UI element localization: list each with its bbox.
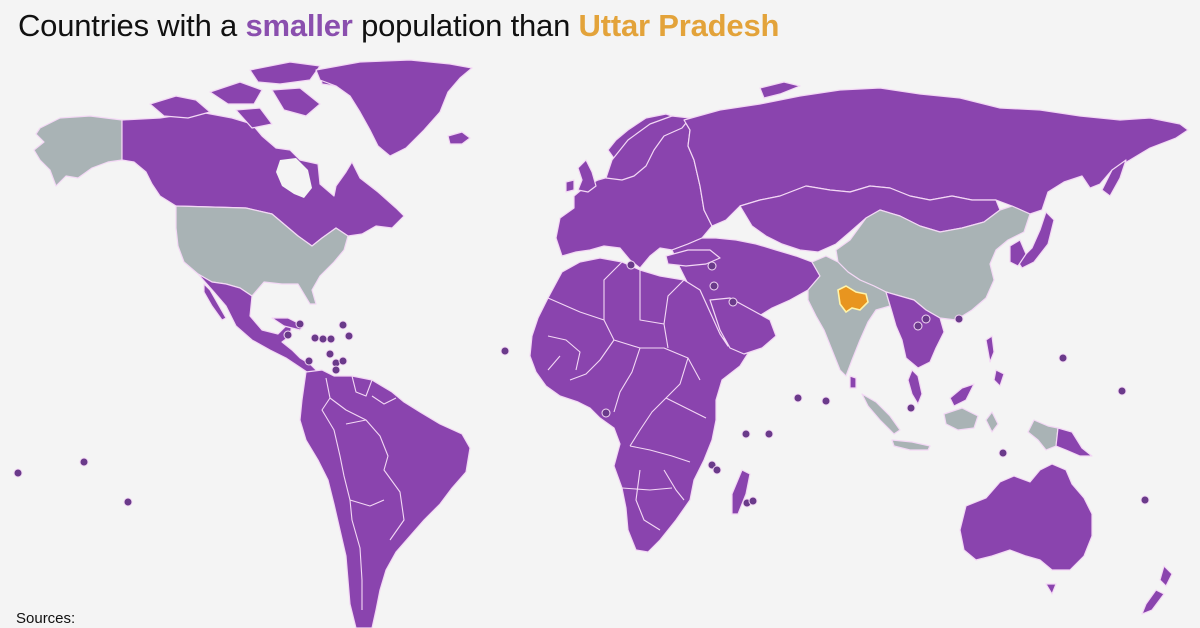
tasmania xyxy=(1045,583,1057,595)
arctic-islands xyxy=(149,61,341,129)
united-kingdom xyxy=(565,159,597,193)
novaya-zemlya xyxy=(759,81,801,99)
malay-peninsula xyxy=(907,369,923,405)
africa xyxy=(529,257,755,553)
greenland xyxy=(315,59,473,157)
canada xyxy=(121,111,405,247)
japan xyxy=(1017,211,1055,269)
australia xyxy=(959,463,1093,571)
southeast-asia xyxy=(885,291,945,369)
mexico xyxy=(197,273,319,375)
title-highlight-region: Uttar Pradesh xyxy=(578,8,780,43)
south-america xyxy=(299,369,471,628)
sources-label: Sources: xyxy=(16,610,76,627)
iceland xyxy=(447,131,471,145)
kamchatka xyxy=(1101,159,1127,197)
sri-lanka xyxy=(849,375,857,389)
philippines xyxy=(985,335,1005,387)
uttar-pradesh xyxy=(837,285,869,314)
papua-new-guinea xyxy=(1055,427,1093,457)
alaska xyxy=(33,115,123,187)
title-highlight-smaller: smaller xyxy=(245,8,353,43)
turkey xyxy=(665,249,721,267)
malaysia-borneo xyxy=(949,383,975,407)
india xyxy=(807,255,891,377)
scandinavia xyxy=(605,115,691,181)
africa-borders xyxy=(547,261,707,531)
map-title: Countries with a smaller population than… xyxy=(18,8,779,44)
south-america-borders xyxy=(321,375,405,610)
title-prefix: Countries with a xyxy=(18,8,246,43)
indonesia xyxy=(861,393,1059,451)
title-middle: population than xyxy=(352,8,579,43)
new-zealand xyxy=(1141,565,1173,615)
madagascar xyxy=(731,469,751,515)
island-markers xyxy=(13,260,1150,508)
arabian-peninsula xyxy=(709,297,777,355)
russia xyxy=(683,87,1189,227)
baja-california xyxy=(203,283,227,321)
korea xyxy=(1009,239,1027,267)
hudson-bay xyxy=(276,158,312,198)
